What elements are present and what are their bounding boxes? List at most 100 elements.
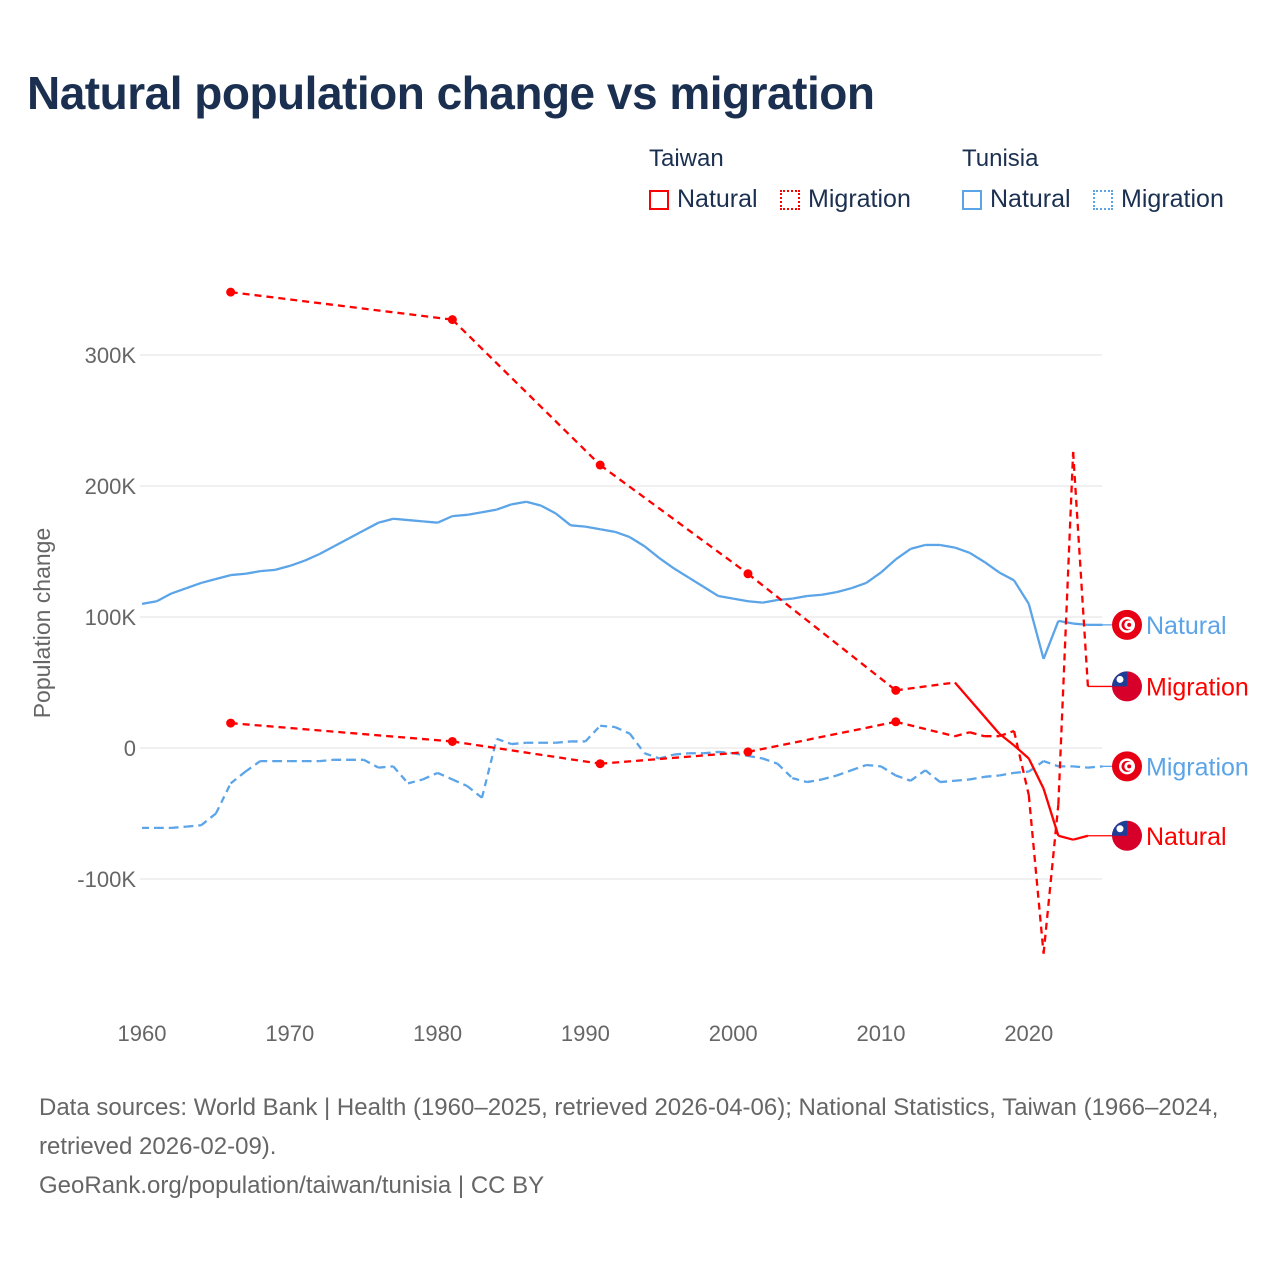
y-tick-label: 100K <box>85 605 137 630</box>
line-segment <box>230 721 453 743</box>
line-segment <box>393 517 409 522</box>
line-segment <box>289 559 305 567</box>
line-segment <box>895 681 956 692</box>
end-label-text: Migration <box>1146 753 1249 781</box>
line-segment <box>496 503 512 511</box>
line-segment <box>600 750 749 765</box>
taiwan-flag-icon <box>1112 820 1142 851</box>
footer: Data sources: World Bank | Health (1960–… <box>39 1088 1259 1205</box>
line-segment <box>998 729 1015 738</box>
line-segment <box>584 724 602 743</box>
line-segment <box>762 598 778 604</box>
line-segment <box>585 525 601 531</box>
data-sources: Data sources: World Bank | Health (1960–… <box>39 1094 1219 1160</box>
line-segment <box>688 576 705 588</box>
line-segment <box>230 290 453 321</box>
end-label-tunisia-migration: Migration <box>1102 751 1249 782</box>
line-segment <box>260 568 276 573</box>
dotted-swatch-icon <box>780 189 801 210</box>
legend-item-tunisia-migration[interactable]: Migration <box>1093 185 1224 214</box>
line-segment <box>1027 795 1045 954</box>
credit-link[interactable]: GeoRank.org/population/taiwan/tunisia | … <box>39 1172 545 1199</box>
line-segment <box>304 553 320 562</box>
legend-item-taiwan-natural[interactable]: Natural <box>649 185 758 214</box>
series-lines <box>141 287 1103 954</box>
line-segment <box>437 771 453 781</box>
line-segment <box>200 812 217 827</box>
line-segment <box>555 512 572 527</box>
dotted-swatch-icon <box>1093 189 1114 210</box>
line-segment <box>496 737 512 746</box>
line-segment <box>968 698 986 718</box>
line-segment <box>407 778 424 785</box>
line-segment <box>171 587 187 595</box>
line-segment <box>1058 834 1074 841</box>
line-segment <box>821 774 837 781</box>
line-segment <box>762 757 778 765</box>
end-label-text: Natural <box>1146 612 1227 640</box>
legend-item-taiwan-migration[interactable]: Migration <box>780 185 911 214</box>
line-segment <box>378 765 394 769</box>
solid-swatch-icon <box>649 189 669 210</box>
line-segment <box>481 508 497 514</box>
line-segment <box>156 592 173 603</box>
data-point <box>226 718 236 728</box>
line-segment <box>599 464 749 575</box>
series-tunisia-migration <box>142 724 1103 830</box>
data-point <box>595 759 605 769</box>
y-axis-ticks: 300K 200K 100K 0 -100K <box>77 343 136 892</box>
line-segment <box>451 318 601 466</box>
line-segment <box>348 529 365 540</box>
series-taiwan-migration <box>226 451 1090 954</box>
line-segment <box>363 521 380 532</box>
line-segment <box>910 543 926 550</box>
data-point <box>447 315 457 325</box>
x-tick-label: 1990 <box>561 1021 610 1046</box>
legend-country: Tunisia <box>962 145 1039 172</box>
line-segment <box>954 681 971 701</box>
line-segment <box>1013 744 1030 760</box>
line-segment <box>525 500 542 507</box>
line-segment <box>924 769 941 783</box>
y-tick-label: 0 <box>124 736 136 761</box>
data-point <box>891 717 901 727</box>
line-segment <box>319 758 335 763</box>
chart-title: Natural population change vs migration <box>27 67 875 119</box>
line-segment <box>1057 451 1075 805</box>
legend-item-tunisia-natural[interactable]: Natural <box>962 185 1071 214</box>
y-tick-label: -100K <box>77 867 136 892</box>
line-segment <box>880 765 897 777</box>
line-segment <box>895 774 911 782</box>
line-segment <box>747 754 763 760</box>
line-segment <box>1072 834 1089 841</box>
line-segment <box>792 594 808 600</box>
line-segment <box>1012 730 1030 796</box>
line-segment <box>851 763 867 772</box>
line-segment <box>511 500 527 506</box>
line-segment <box>1073 622 1089 627</box>
line-segment <box>422 520 438 524</box>
series-tunisia-natural <box>141 500 1103 660</box>
line-segment <box>570 524 586 528</box>
line-segment <box>363 758 380 769</box>
data-point <box>743 747 753 757</box>
line-segment <box>318 545 335 556</box>
line-segment <box>333 537 350 548</box>
data-point <box>595 460 605 470</box>
end-label-taiwan-natural: Natural <box>1087 820 1227 851</box>
end-label-text: Natural <box>1146 823 1227 851</box>
line-segment <box>732 597 749 603</box>
line-segment <box>1013 579 1030 605</box>
line-segment <box>851 581 867 590</box>
line-segment <box>600 724 616 729</box>
star <box>1127 622 1132 627</box>
line-segment <box>940 779 956 784</box>
taiwan-flag-icon <box>1112 671 1142 702</box>
legend-label: Migration <box>1121 185 1224 213</box>
line-segment <box>1071 451 1090 687</box>
line-segment <box>969 731 985 738</box>
line-segment <box>821 590 837 596</box>
y-axis-label: Population change <box>29 528 55 719</box>
solid-swatch-icon <box>962 189 982 210</box>
legend-group-taiwan: Taiwan Natural Migration <box>649 145 929 215</box>
